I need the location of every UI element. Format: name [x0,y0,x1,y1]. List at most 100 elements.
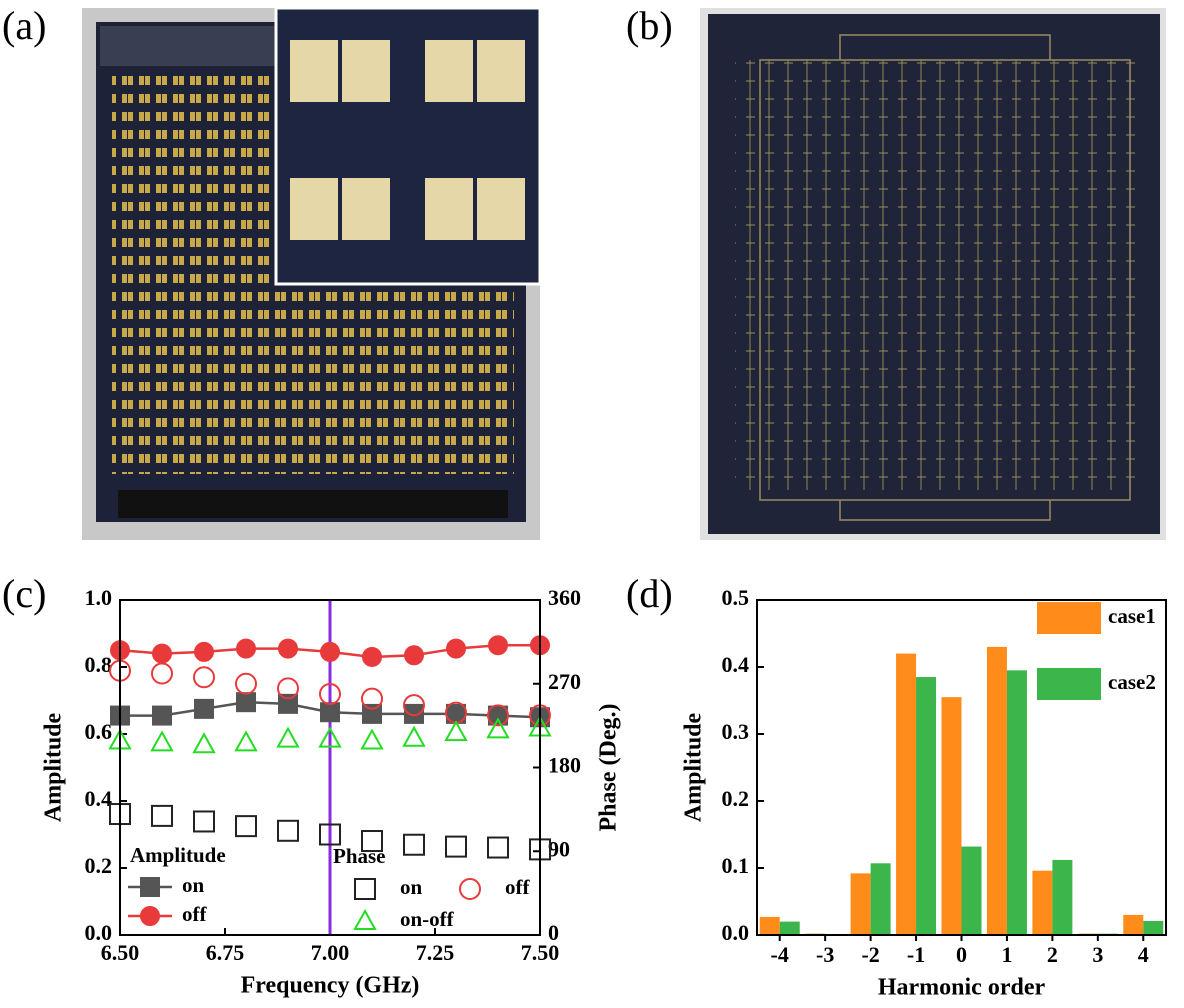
panel-label: (d) [626,571,673,616]
marker [150,730,174,752]
bar [1123,914,1144,935]
photo-b [700,8,1166,540]
marker [487,836,509,859]
marker [360,728,384,750]
marker [320,702,340,723]
bar [850,873,871,935]
marker [278,693,298,714]
bar [779,921,800,935]
y-tick-label: 0.8 [85,652,113,677]
legend-label: case2 [1108,670,1156,694]
y-tick-label: 0.6 [85,719,113,744]
x-tick-label: 6.75 [206,940,245,965]
legend-title: Amplitude [130,843,226,867]
legend-marker [140,877,160,897]
marker [277,819,299,842]
marker [362,703,382,724]
x-tick-label: -2 [861,942,879,967]
marker [319,682,341,705]
legend-marker [140,906,160,926]
marker [445,835,467,858]
bar [1032,870,1053,935]
x-tick-label: 0 [956,942,967,967]
bar [870,863,891,935]
y-tick-label: 0.5 [722,585,750,610]
marker [488,635,508,656]
bar [1052,859,1073,935]
y-tick-label: 0.4 [722,652,750,677]
marker [192,732,216,754]
x-tick-label: -4 [771,942,789,967]
marker [403,694,425,717]
marker [193,666,215,689]
marker [361,830,383,853]
bar [759,916,780,935]
bar [896,653,917,935]
y-tick-label: 1.0 [85,585,113,610]
x-tick-label: 7.50 [521,940,560,965]
legend-label: on-off [400,907,455,931]
panel-label: (c) [2,571,46,616]
legend-marker [353,908,377,930]
bar [1006,670,1027,935]
bar [941,697,962,935]
marker [152,705,172,726]
x-axis-label: Harmonic order [878,975,1046,1001]
marker [404,703,424,724]
legend-label: case1 [1108,604,1156,628]
y-tick-label: 0 [548,920,559,945]
marker [194,641,214,662]
x-tick-label: 2 [1047,942,1058,967]
x-tick-label: 7.00 [311,940,350,965]
y2-axis-label: Phase (Deg.) [596,704,622,832]
x-tick-label: -1 [907,942,925,967]
x-tick-label: 3 [1092,942,1103,967]
marker [486,717,510,739]
marker [151,804,173,827]
marker [362,646,382,667]
x-tick-label: -3 [816,942,834,967]
y-tick-label: 0.0 [85,920,113,945]
marker [193,810,215,833]
legend-label: off [182,902,207,926]
y-tick-label: 0.1 [722,853,750,878]
y-tick-label: 0.3 [722,719,750,744]
legend-swatch [1037,602,1101,634]
marker [152,643,172,664]
marker [487,704,509,727]
marker [318,726,342,748]
x-tick-label: 4 [1138,942,1149,967]
marker [234,730,258,752]
y-tick-label: 360 [548,585,581,610]
y-tick-label: 270 [548,669,581,694]
marker [236,638,256,659]
marker [320,641,340,662]
y-axis-label: Amplitude [681,712,707,822]
plot-frame [756,599,1167,936]
marker [277,677,299,700]
marker [361,687,383,710]
legend-swatch [1037,668,1101,700]
marker [403,833,425,856]
legend-marker [354,878,376,900]
legend-label: off [505,875,530,899]
y-tick-label: 90 [548,836,570,861]
y-tick-label: 0.0 [722,920,750,945]
marker [151,662,173,685]
marker [444,720,468,742]
marker [446,638,466,659]
x-tick-label: 6.50 [101,940,140,965]
legend-marker [459,878,481,900]
legend-label: on [400,875,423,899]
marker [194,698,214,719]
marker [276,726,300,748]
bar [1143,920,1164,935]
marker [404,645,424,666]
marker [402,725,426,747]
marker [236,692,256,713]
legend-title: Phase [333,844,386,868]
y-axis-label: Amplitude [41,712,67,822]
marker [235,815,257,838]
x-tick-label: 1 [1001,942,1012,967]
